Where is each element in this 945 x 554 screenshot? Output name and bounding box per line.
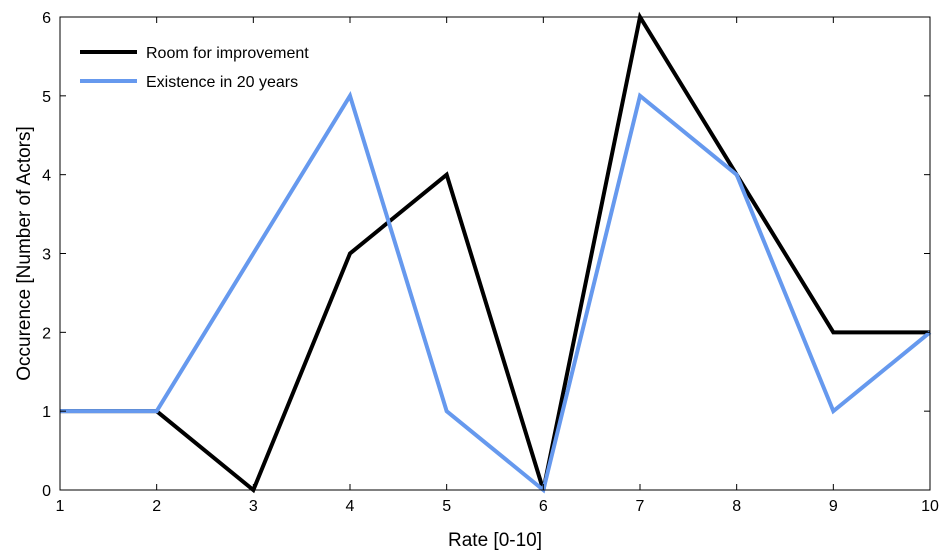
y-axis-ticks: 0 1 2 3 4 5 6 (42, 10, 930, 500)
x-tick-label: 9 (829, 498, 838, 515)
x-tick-label: 5 (442, 498, 451, 515)
legend-label: Room for improvement (146, 45, 309, 62)
y-tick-label: 5 (42, 89, 51, 106)
x-tick-label: 2 (152, 498, 161, 515)
x-tick-label: 8 (732, 498, 741, 515)
series-lines (60, 11, 932, 494)
y-tick-label: 1 (42, 404, 51, 421)
x-tick-label: 4 (346, 498, 355, 515)
y-tick-label: 6 (42, 10, 51, 27)
legend: Room for improvement Existence in 20 year… (80, 45, 309, 91)
x-tick-label: 10 (921, 498, 939, 515)
series-line-1 (60, 11, 930, 494)
y-tick-label: 4 (42, 168, 51, 185)
y-tick-label: 2 (42, 325, 51, 342)
x-tick-label: 7 (636, 498, 645, 515)
x-axis-ticks: 1 2 3 4 5 6 7 8 9 10 (56, 17, 939, 515)
x-tick-label: 6 (539, 498, 548, 515)
x-axis-title: Rate [0-10] (448, 530, 542, 551)
x-tick-label: 3 (249, 498, 258, 515)
y-axis-title: Occurence [Number of Actors] (14, 126, 35, 381)
legend-label: Existence in 20 years (146, 74, 298, 91)
y-tick-label: 3 (42, 247, 51, 264)
y-tick-label: 0 (42, 483, 51, 500)
series-line-2 (60, 91, 932, 494)
x-tick-label: 1 (56, 498, 65, 515)
